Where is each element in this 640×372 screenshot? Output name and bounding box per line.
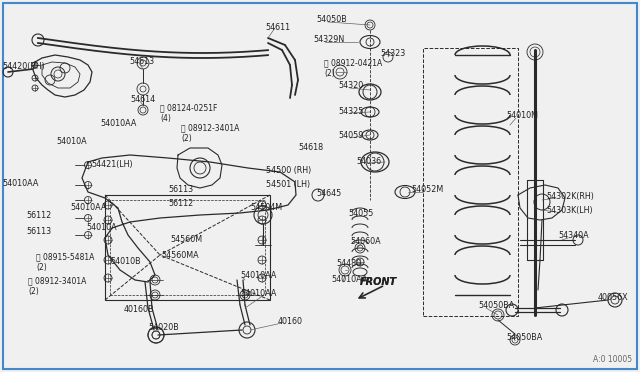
- Text: 54611: 54611: [265, 22, 290, 32]
- Text: 54020B: 54020B: [148, 324, 179, 333]
- Text: 54613: 54613: [129, 58, 154, 67]
- Text: 54010M: 54010M: [506, 112, 538, 121]
- Text: 54420(RH): 54420(RH): [2, 61, 45, 71]
- Text: 54618: 54618: [298, 144, 323, 153]
- Bar: [110, 200, 265, 295]
- Text: 56113: 56113: [168, 185, 193, 193]
- Text: 40160: 40160: [278, 317, 303, 327]
- Text: FRONT: FRONT: [360, 277, 397, 287]
- Text: 54480: 54480: [336, 260, 361, 269]
- Text: 54323: 54323: [380, 48, 405, 58]
- Text: 54340A: 54340A: [558, 231, 589, 241]
- Text: 54303K(LH): 54303K(LH): [546, 205, 593, 215]
- Text: 40160B: 40160B: [124, 305, 154, 314]
- Text: 54050BA: 54050BA: [478, 301, 515, 311]
- Text: 54500 (RH): 54500 (RH): [266, 166, 311, 174]
- Text: 54010AA: 54010AA: [331, 276, 367, 285]
- Bar: [105, 195, 270, 300]
- Text: Ⓝ 08912-3401A
(2): Ⓝ 08912-3401A (2): [28, 276, 86, 296]
- Text: 54325: 54325: [338, 106, 364, 115]
- Text: 56112: 56112: [26, 212, 51, 221]
- Text: 54501 (LH): 54501 (LH): [266, 180, 310, 189]
- Text: 54010A: 54010A: [56, 137, 86, 145]
- Text: 54614: 54614: [130, 94, 155, 103]
- Text: 56112: 56112: [168, 199, 193, 208]
- Text: Ⓦ 08915-5481A
(2): Ⓦ 08915-5481A (2): [36, 252, 94, 272]
- Text: 54060A: 54060A: [350, 237, 381, 246]
- Text: 54059: 54059: [338, 131, 364, 141]
- Bar: [423, 48, 518, 316]
- Text: 54329N: 54329N: [313, 35, 344, 45]
- Text: 54036: 54036: [356, 157, 381, 166]
- Text: 54010AA: 54010AA: [70, 203, 106, 212]
- Text: 54010A: 54010A: [86, 222, 116, 231]
- Text: Ⓝ 08912-3401A
(2): Ⓝ 08912-3401A (2): [181, 123, 239, 143]
- Text: 56113: 56113: [26, 228, 51, 237]
- Text: 54010AA: 54010AA: [2, 179, 38, 187]
- Text: 54302K(RH): 54302K(RH): [546, 192, 594, 201]
- Text: 54421(LH): 54421(LH): [91, 160, 132, 169]
- Text: 54504M: 54504M: [250, 203, 282, 212]
- Text: 54010AA: 54010AA: [100, 119, 136, 128]
- Text: 54010B: 54010B: [110, 257, 141, 266]
- Text: 54320: 54320: [338, 81, 364, 90]
- Text: 54560MA: 54560MA: [161, 251, 198, 260]
- Text: 54052M: 54052M: [411, 186, 444, 195]
- Text: Ⓑ 08124-0251F
(4): Ⓑ 08124-0251F (4): [160, 103, 218, 123]
- Text: 54645: 54645: [316, 189, 341, 199]
- Text: A:0 10005: A:0 10005: [593, 355, 632, 364]
- Text: 54050B: 54050B: [316, 16, 347, 25]
- Text: 54560M: 54560M: [170, 235, 202, 244]
- Text: 40056X: 40056X: [598, 294, 628, 302]
- Text: FRONT: FRONT: [360, 277, 397, 287]
- Text: Ⓝ 08912-0421A
(2): Ⓝ 08912-0421A (2): [324, 58, 382, 78]
- Text: 54055: 54055: [348, 208, 373, 218]
- Text: 54050BA: 54050BA: [506, 334, 542, 343]
- Text: 54010AA: 54010AA: [240, 289, 276, 298]
- Text: 54010AA: 54010AA: [240, 270, 276, 279]
